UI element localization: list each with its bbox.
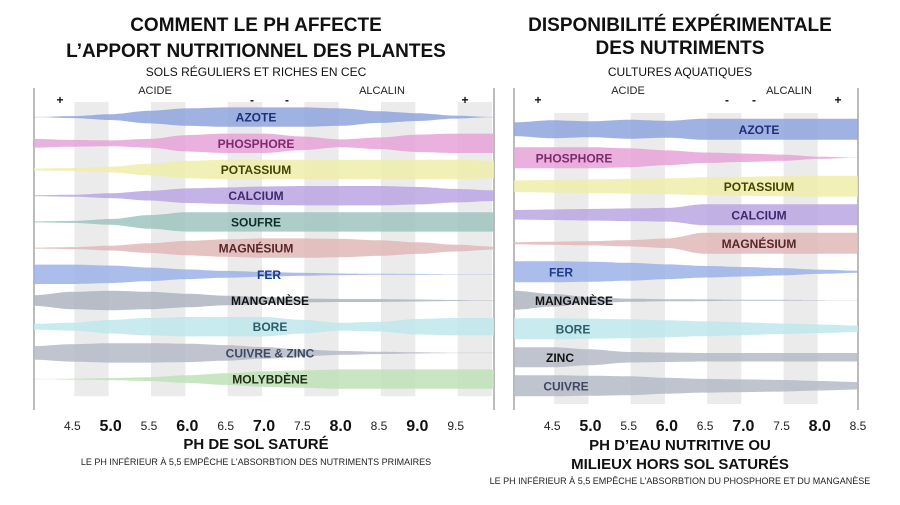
band-label: BORE bbox=[253, 320, 288, 334]
band-cuivre bbox=[514, 375, 858, 397]
scale-sign: - bbox=[752, 93, 756, 107]
band-zinc bbox=[514, 347, 858, 368]
band-label: FER bbox=[549, 265, 573, 279]
nutrient-bands bbox=[34, 107, 494, 389]
chart-title-line: L’APPORT NUTRITIONNEL DES PLANTES bbox=[66, 41, 446, 62]
band-label: POTASSIUM bbox=[724, 180, 794, 194]
band-label: CALCIUM bbox=[731, 208, 786, 222]
x-tick-label: 5.0 bbox=[100, 418, 122, 435]
x-tick-label: 4.5 bbox=[64, 419, 81, 433]
band-calcium bbox=[514, 204, 858, 226]
band-fer bbox=[514, 261, 858, 283]
x-tick-label: 5.0 bbox=[579, 418, 601, 435]
scale-sign: + bbox=[461, 93, 468, 107]
band-manganèse bbox=[34, 290, 494, 311]
band-bore bbox=[34, 317, 494, 337]
x-tick-label: 5.5 bbox=[620, 419, 637, 433]
x-tick-label: 9.5 bbox=[447, 419, 464, 433]
chart-subtitle: CULTURES AQUATIQUES bbox=[608, 65, 752, 79]
chart-title-line: DISPONIBILITÉ EXPÉRIMENTALE bbox=[528, 14, 832, 36]
band-label: AZOTE bbox=[739, 123, 780, 137]
chart-title-line: DES NUTRIMENTS bbox=[596, 38, 765, 59]
band-soufre bbox=[34, 212, 494, 232]
band-label: FER bbox=[257, 268, 281, 282]
band-label: ZINC bbox=[546, 351, 574, 365]
x-tick-label: 8.5 bbox=[371, 419, 388, 433]
band-phosphore bbox=[514, 147, 858, 169]
band-label: MAGNÉSIUM bbox=[722, 236, 797, 251]
x-axis-title-line: PH D’EAU NUTRITIVE OU bbox=[589, 437, 771, 454]
band-azote bbox=[514, 118, 858, 140]
band-label: MANGANÈSE bbox=[535, 293, 613, 308]
x-tick-label: 6.0 bbox=[176, 418, 198, 435]
chart-2: AZOTE PHOSPHORE POTASSIUM CALCIUM MAGNÉSIUM F… bbox=[490, 14, 871, 486]
x-tick-label: 7.0 bbox=[732, 418, 754, 435]
x-axis-title: PH DE SOL SATURÉ bbox=[183, 436, 328, 453]
chart-footnote: LE PH INFÉRIEUR À 5,5 EMPÊCHE L'ABSORBTI… bbox=[490, 476, 871, 486]
regime-label-acid: ACIDE bbox=[138, 85, 172, 97]
band-label: POTASSIUM bbox=[221, 163, 291, 177]
band-cuivre-zinc bbox=[34, 343, 494, 363]
x-tick-label: 7.5 bbox=[773, 419, 790, 433]
chart-1: AZOTE PHOSPHORE POTASSIUM CALCIUM SOUFRE MAGN… bbox=[33, 15, 495, 467]
x-tick-label: 8.0 bbox=[330, 418, 352, 435]
band-label: MAGNÉSIUM bbox=[219, 241, 294, 256]
x-tick-label: 4.5 bbox=[544, 419, 561, 433]
x-tick-label: 8.0 bbox=[809, 418, 831, 435]
regime-label-acid: ACIDE bbox=[611, 85, 645, 97]
band-manganèse bbox=[514, 290, 858, 310]
band-label: PHOSPHORE bbox=[218, 137, 295, 151]
band-label: SOUFRE bbox=[231, 215, 281, 229]
nutrient-bands bbox=[514, 118, 858, 397]
scale-sign: - bbox=[725, 93, 729, 107]
band-label: AZOTE bbox=[236, 111, 277, 125]
x-axis-title-line: MILIEUX HORS SOL SATURÉS bbox=[571, 456, 789, 473]
band-fer bbox=[34, 264, 494, 284]
x-tick-label: 6.5 bbox=[697, 419, 714, 433]
chart-footnote: LE PH INFÉRIEUR À 5,5 EMPÊCHE L'ABSORBTI… bbox=[81, 457, 431, 467]
x-tick-label: 5.5 bbox=[141, 419, 158, 433]
band-magnésium bbox=[34, 238, 494, 258]
band-potassium bbox=[514, 175, 858, 197]
scale-sign: + bbox=[56, 93, 63, 107]
x-tick-label: 7.5 bbox=[294, 419, 311, 433]
band-label: PHOSPHORE bbox=[536, 151, 613, 165]
band-calcium bbox=[34, 186, 494, 206]
scale-sign: - bbox=[250, 93, 254, 107]
scale-sign: + bbox=[534, 93, 541, 107]
band-label: MOLYBDÈNE bbox=[232, 372, 308, 387]
band-potassium bbox=[34, 159, 494, 180]
chart-subtitle: SOLS RÉGULIERS ET RICHES EN CEC bbox=[146, 64, 367, 79]
band-bore bbox=[514, 318, 858, 340]
band-magnésium bbox=[514, 232, 858, 254]
scale-sign: - bbox=[285, 93, 289, 107]
band-label: CUIVRE & ZINC bbox=[226, 346, 315, 360]
band-label: CUIVRE bbox=[543, 379, 588, 393]
x-tick-label: 6.0 bbox=[656, 418, 678, 435]
band-azote bbox=[34, 107, 494, 127]
x-tick-label: 9.0 bbox=[406, 418, 428, 435]
x-tick-label: 8.5 bbox=[850, 419, 867, 433]
band-label: BORE bbox=[556, 322, 591, 336]
scale-sign: + bbox=[834, 93, 841, 107]
band-molybdène bbox=[34, 369, 494, 389]
x-tick-label: 7.0 bbox=[253, 418, 275, 435]
band-label: MANGANÈSE bbox=[231, 293, 309, 308]
regime-label-alkaline: ALCALIN bbox=[766, 85, 812, 97]
chart-title-line: COMMENT LE PH AFFECTE bbox=[130, 15, 382, 36]
band-label: CALCIUM bbox=[228, 189, 283, 203]
band-phosphore bbox=[34, 133, 494, 153]
regime-label-alkaline: ALCALIN bbox=[359, 85, 405, 97]
x-tick-label: 6.5 bbox=[217, 419, 234, 433]
